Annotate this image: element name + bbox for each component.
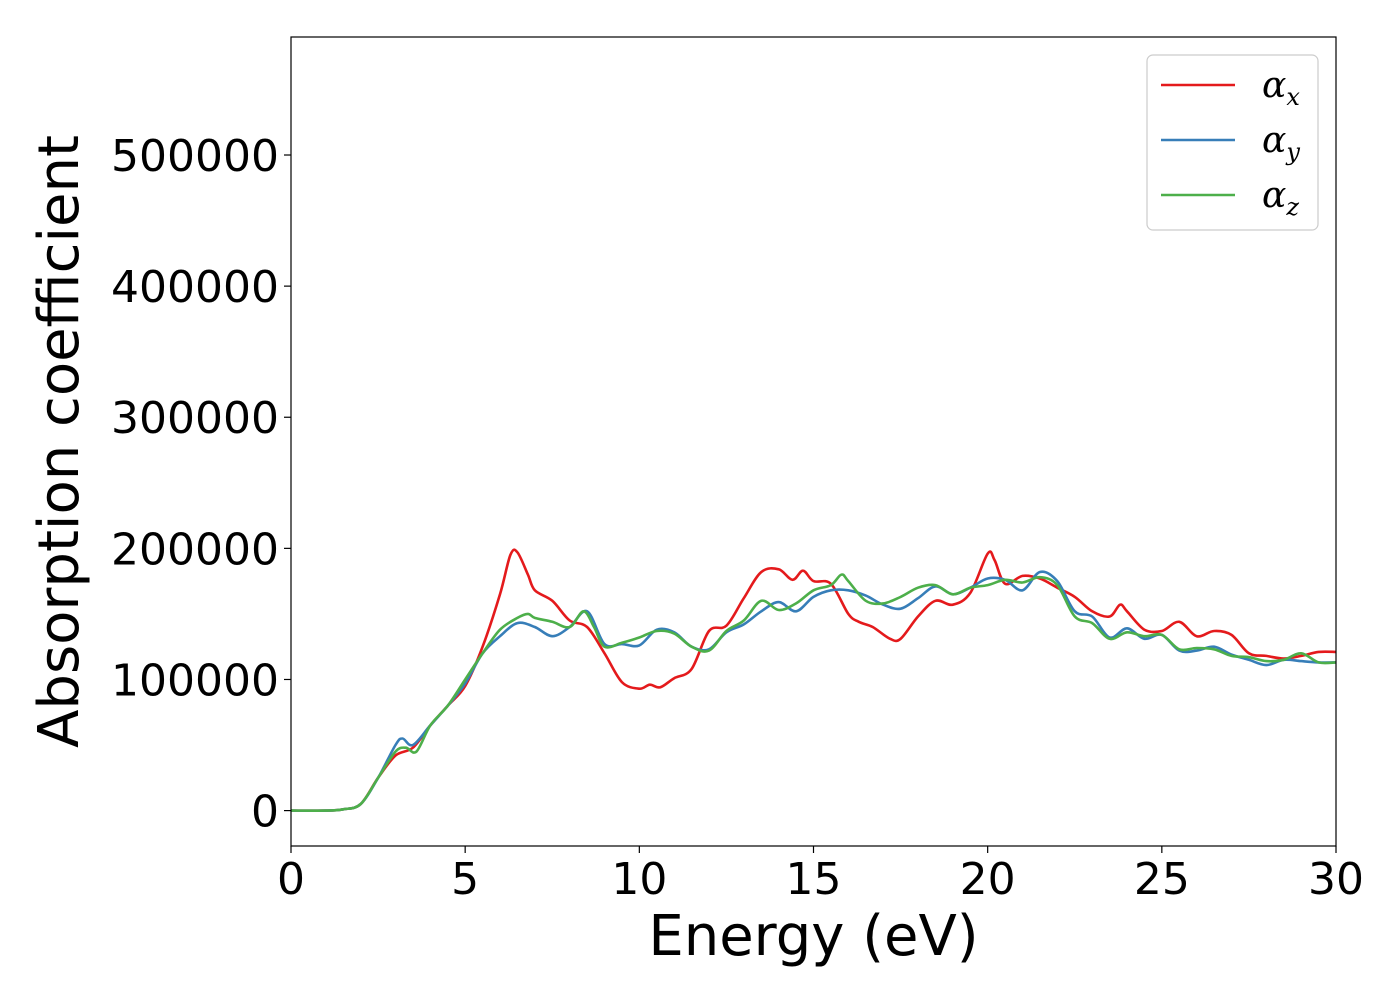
- x-tick-label: 5: [451, 854, 479, 905]
- x-tick-label: 0: [277, 854, 305, 905]
- x-axis-title: Energy (eV): [648, 904, 978, 969]
- x-tick-label: 25: [1134, 854, 1190, 905]
- x-axis-ticks: 0 5 10 15 20 25 30: [277, 846, 1364, 905]
- legend-box: [1146, 54, 1319, 231]
- legend-label-y: αy: [1262, 120, 1300, 166]
- y-tick-label: 500000: [111, 131, 279, 182]
- y-tick-label: 0: [251, 787, 279, 838]
- x-tick-label: 30: [1308, 854, 1364, 905]
- legend-label-z: αz: [1262, 175, 1299, 221]
- y-tick-label: 200000: [111, 524, 279, 575]
- series-line-y: [291, 570, 1336, 812]
- x-tick-label: 20: [960, 854, 1016, 905]
- x-tick-label: 10: [611, 854, 667, 905]
- y-axis-ticks: 0 100000 200000 300000 400000 500000: [111, 131, 291, 838]
- y-axis-title: Absorption coefficient: [27, 135, 92, 748]
- plot-lines: [291, 548, 1336, 812]
- x-tick-label: 15: [786, 854, 842, 905]
- series-line-x: [291, 548, 1336, 812]
- legend: αx αy αz: [1146, 54, 1319, 231]
- y-tick-label: 100000: [111, 655, 279, 706]
- legend-label-x: αx: [1262, 65, 1300, 111]
- series-line-z: [291, 573, 1336, 812]
- y-tick-label: 300000: [111, 393, 279, 444]
- y-tick-label: 400000: [111, 262, 279, 313]
